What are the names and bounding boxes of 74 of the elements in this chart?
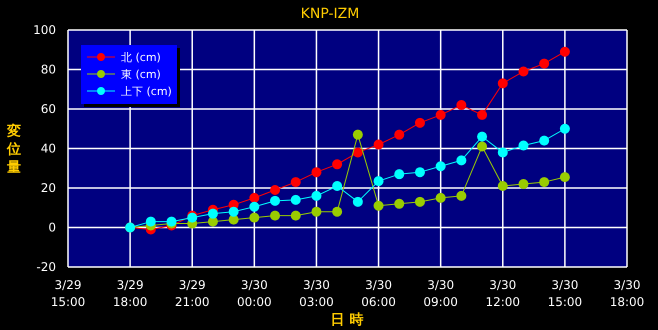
x-tick-label: 3/30 00:00: [237, 278, 272, 309]
point: [394, 130, 404, 140]
point: [518, 66, 528, 76]
legend-label: 北 (cm): [121, 51, 161, 64]
point: [270, 184, 280, 195]
x-tick-label: 3/30 06:00: [361, 278, 396, 309]
point: [249, 202, 260, 212]
y-tick-label: 60: [40, 102, 56, 116]
x-tick-label: 3/29 15:00: [50, 278, 86, 309]
point: [477, 142, 488, 152]
point: [539, 177, 550, 188]
x-tick-label: 3/30 12:00: [485, 278, 520, 309]
point: [352, 130, 363, 140]
point: [374, 140, 384, 150]
point: [436, 110, 446, 120]
legend-label: 東 (cm): [121, 68, 161, 81]
x-tick-label: 3/30 09:00: [423, 278, 458, 309]
point: [208, 208, 218, 219]
y-tick-label: 80: [40, 62, 56, 76]
point: [498, 78, 508, 88]
point: [518, 179, 528, 190]
legend-label: 上下 (cm): [121, 85, 172, 98]
point: [539, 58, 550, 69]
point: [249, 192, 260, 203]
point: [332, 181, 342, 192]
y-tick-label: 100: [33, 23, 56, 37]
point: [477, 132, 488, 142]
y-tick-label: 0: [48, 220, 56, 234]
y-axis-title: 変位量: [6, 122, 21, 176]
point: [436, 161, 446, 172]
point: [498, 147, 508, 158]
x-tick-label: 3/30 15:00: [548, 278, 582, 309]
point: [560, 172, 570, 182]
point: [498, 181, 508, 192]
point: [456, 100, 466, 110]
y-tick-label: 20: [40, 181, 56, 195]
point: [414, 196, 425, 207]
point: [311, 190, 322, 201]
chart-title: KNP-IZM: [300, 6, 360, 22]
point: [394, 198, 404, 209]
point: [394, 169, 404, 180]
point: [539, 136, 550, 146]
point: [560, 46, 570, 57]
point: [414, 167, 425, 178]
x-tick-label: 3/29 21:00: [174, 278, 210, 309]
point: [352, 196, 363, 207]
point: [518, 140, 528, 151]
y-tick-label: -20: [36, 260, 56, 274]
point: [311, 167, 322, 178]
point: [456, 190, 466, 201]
point: [146, 216, 156, 227]
y-tick-label: 40: [40, 142, 56, 156]
x-axis-title: 日 時: [330, 312, 364, 328]
x-tick-label: 3/30 18:00: [610, 278, 644, 309]
point: [477, 110, 488, 120]
point: [228, 206, 239, 217]
point: [311, 206, 322, 217]
point: [374, 200, 384, 211]
point: [560, 124, 570, 134]
point: [436, 192, 446, 203]
point: [270, 196, 280, 206]
point: [352, 147, 363, 158]
point: [290, 194, 301, 205]
point: [270, 210, 280, 221]
point: [249, 212, 260, 223]
x-tick-label: 3/29 18:00: [112, 278, 148, 309]
point: [456, 155, 466, 166]
point: [290, 177, 301, 188]
point: [374, 176, 384, 186]
x-tick-label: 3/30 03:00: [299, 278, 334, 309]
point: [332, 159, 342, 170]
point: [332, 206, 342, 217]
point: [290, 210, 301, 221]
point: [414, 118, 425, 128]
